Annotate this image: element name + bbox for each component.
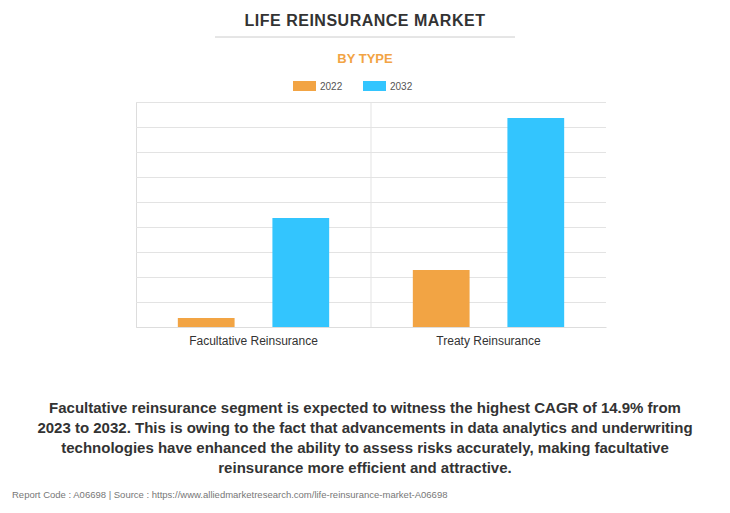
legend-label: 2032 [390,81,413,92]
bar [413,270,470,327]
grid-line [136,327,606,328]
caption: reinsurance more efficient and attractiv… [218,459,511,476]
x-axis: Facultative Reinsurance Treaty Reinsuranc… [137,327,607,348]
x-tick: Treaty Reinsurance [436,327,541,348]
legend-swatch [363,81,386,91]
bar [272,218,329,327]
x-axis-line [137,327,607,328]
title-rule [215,37,515,38]
chart: LIFE REINSURANCE MARKET BY TYPE 2022 2032 Fa… [0,0,730,513]
bar [507,118,564,327]
subtitle: BY TYPE [337,51,393,66]
footer: Report Code : A06698 | Source : https://… [12,489,447,500]
x-tick-label: Facultative Reinsurance [189,334,318,348]
y-tick [136,327,606,328]
y-axis [136,103,606,328]
legend-swatch [293,81,316,91]
title: LIFE REINSURANCE MARKET [245,12,486,29]
caption: technologies have enhanced the ability t… [61,439,668,456]
x-tick: Facultative Reinsurance [189,327,318,348]
category-separator [371,102,372,327]
caption: Facultative reinsurance segment is expec… [49,399,681,416]
legend: 2022 2032 [293,81,413,92]
bar [178,318,235,327]
bars [178,118,564,327]
x-tick-label: Treaty Reinsurance [436,334,541,348]
legend-label: 2022 [320,81,343,92]
y-axis-line [137,103,607,328]
caption: 2023 to 2032. This is owing to the fact … [37,419,692,436]
